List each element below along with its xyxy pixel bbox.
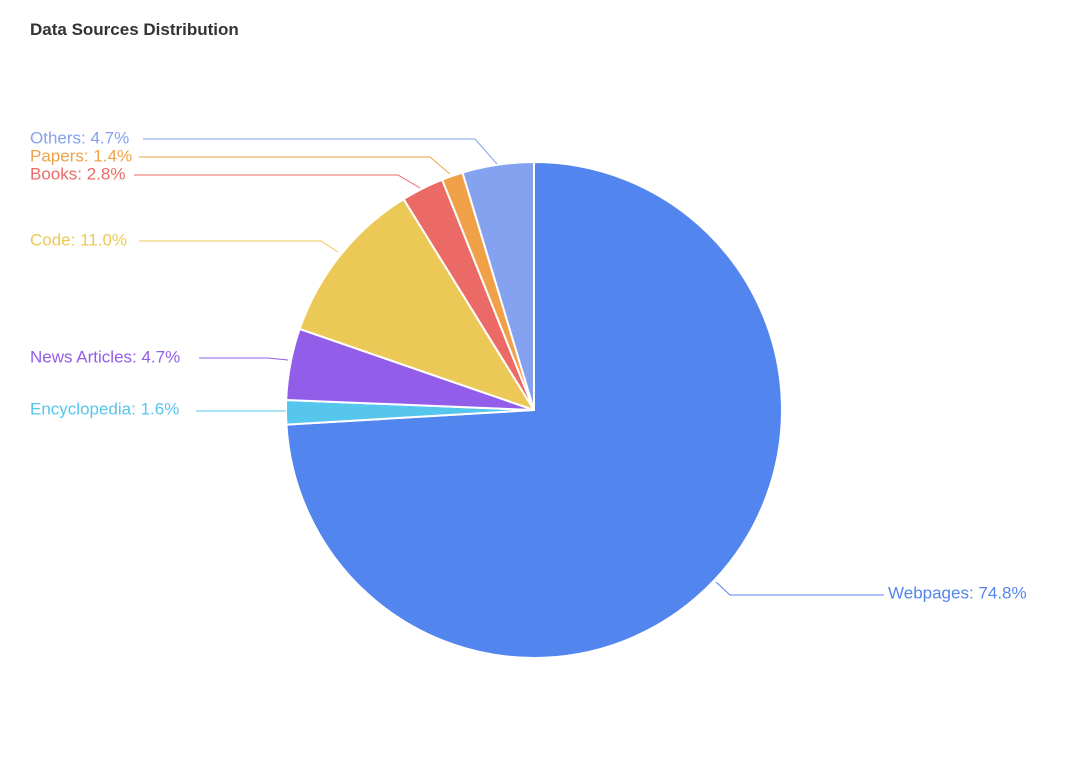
slice-label-code: Code: 11.0%: [30, 230, 127, 249]
slice-labels: Webpages: 74.8% Encyclopedia: 1.6% News Ar…: [30, 128, 1027, 602]
pie-slice-code[interactable]: [298, 198, 535, 411]
slice-label-webpages: Webpages: 74.8%: [888, 583, 1027, 602]
slice-label-others: Others: 4.7%: [30, 128, 129, 147]
slice-label-news-articles: News Articles: 4.7%: [30, 347, 180, 366]
leader-line-others: [143, 138, 498, 165]
label-leader-lines: [134, 138, 884, 596]
leader-line-papers: [139, 156, 451, 175]
pie-slices: [285, 161, 783, 659]
leader-line-news-articles: [199, 357, 289, 361]
chart-title: Data Sources Distribution: [30, 20, 239, 39]
leader-line-books: [134, 174, 421, 189]
leader-line-code: [139, 240, 339, 253]
slice-label-papers: Papers: 1.4%: [30, 146, 132, 165]
leader-line-webpages: [715, 581, 884, 596]
slice-label-encyclopedia: Encyclopedia: 1.6%: [30, 399, 179, 418]
slice-label-books: Books: 2.8%: [30, 164, 125, 183]
pie-slice-others[interactable]: [461, 161, 535, 411]
